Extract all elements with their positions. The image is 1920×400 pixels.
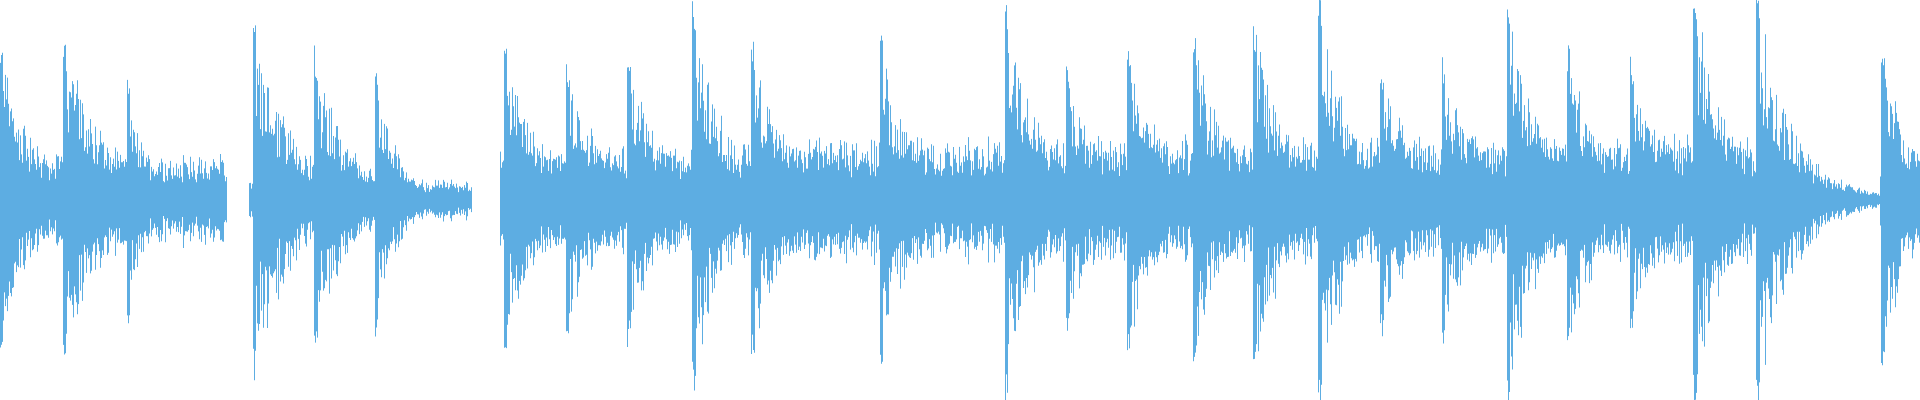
waveform-path — [0, 0, 1920, 400]
audio-waveform — [0, 0, 1920, 400]
